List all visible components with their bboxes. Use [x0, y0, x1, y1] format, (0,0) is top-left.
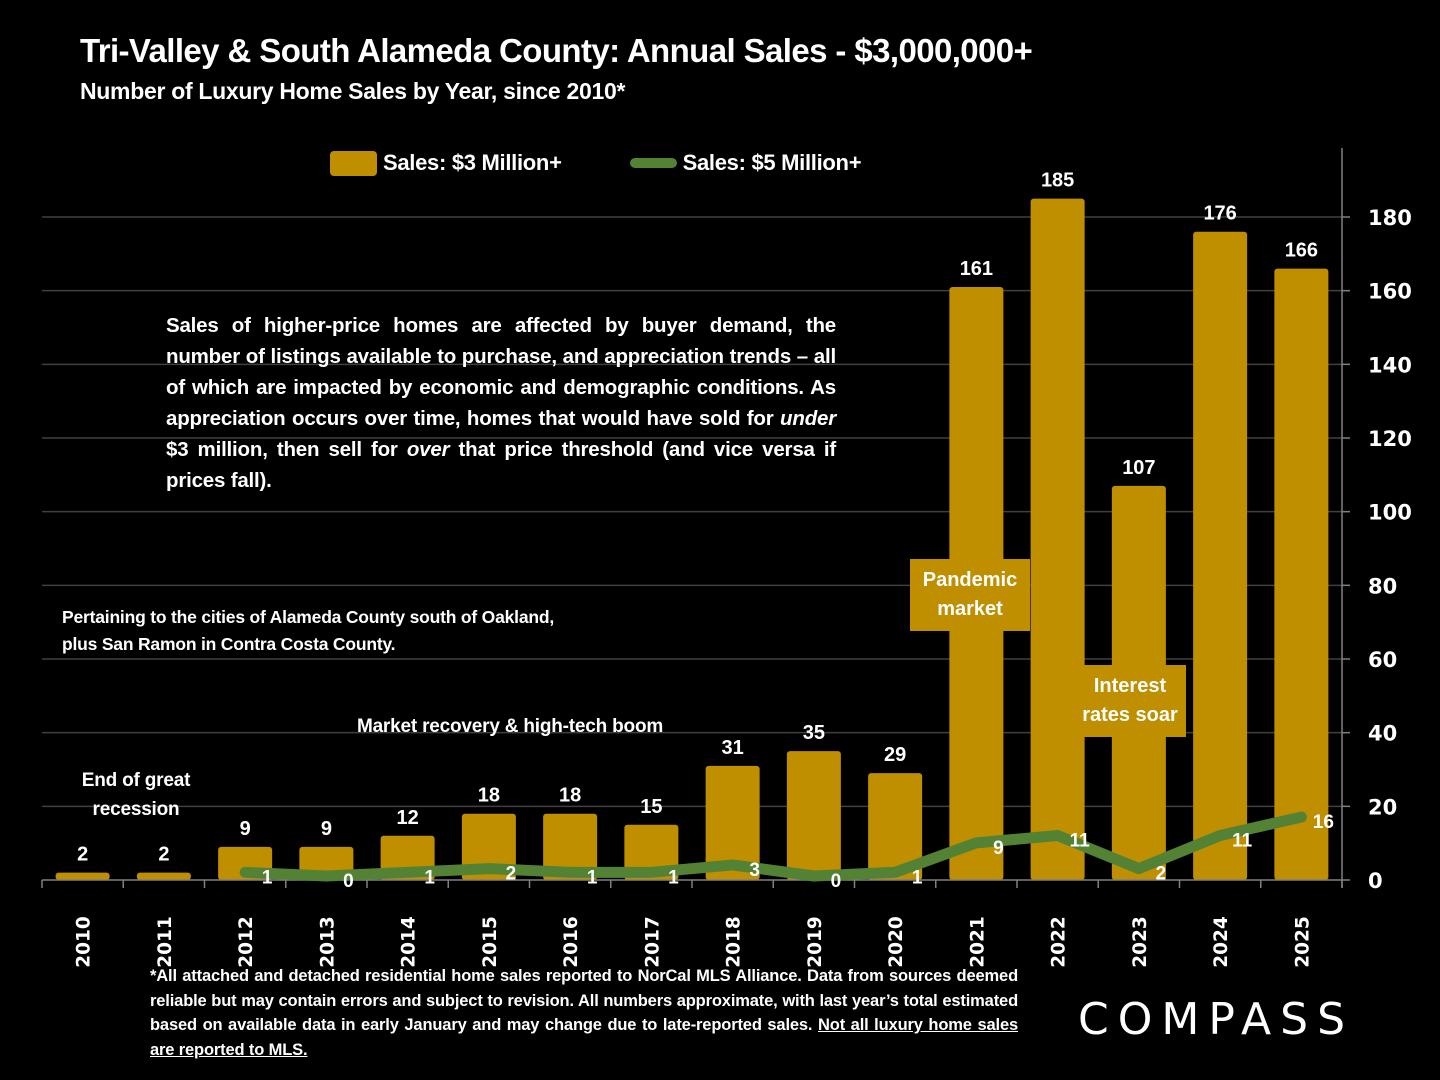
x-tick-label: 2012	[236, 916, 257, 968]
y-tick-label: 80	[1368, 574, 1397, 598]
bar-value-label: 185	[1041, 170, 1074, 192]
y-tick-label: 120	[1368, 427, 1412, 451]
chart-title: Tri-Valley & South Alameda County: Annua…	[80, 32, 1033, 69]
line-value-label: 1	[912, 867, 923, 888]
bar-value-label: 15	[640, 796, 662, 818]
bar-value-label: 9	[240, 818, 251, 840]
x-tick-label: 2025	[1292, 916, 1313, 968]
x-tick-label: 2018	[724, 916, 745, 968]
x-tick-label: 2020	[886, 916, 907, 968]
bar-2022	[1030, 198, 1085, 881]
chart-legend: Sales: $3 Million+ Sales: $5 Million+	[330, 150, 929, 176]
bar-2019	[786, 751, 841, 880]
x-tick-label: 2023	[1130, 916, 1151, 968]
bar-2020	[868, 773, 923, 880]
y-tick-label: 160	[1368, 280, 1412, 304]
bar-2024	[1193, 231, 1248, 880]
bar-2015	[461, 813, 516, 880]
bar-value-label: 176	[1203, 203, 1236, 225]
bar-value-label: 2	[77, 844, 88, 866]
y-tick-label: 100	[1368, 501, 1412, 525]
y-tick-label: 140	[1368, 353, 1412, 377]
bar-value-label: 18	[478, 785, 500, 807]
legend-item-3m: Sales: $3 Million+	[330, 150, 562, 176]
footnote-text: *All attached and detached residential h…	[150, 967, 1018, 1034]
explanation-text-1: Sales of higher-price homes are affected…	[166, 314, 836, 430]
annotation-interest-rates: Interest rates soar	[1074, 665, 1186, 737]
bar-series	[55, 198, 1329, 881]
bar-value-label: 12	[397, 807, 419, 829]
annotation-end-recession: End of great recession	[81, 770, 191, 820]
explanation-text-2: $3 million, then sell for	[166, 438, 407, 461]
line-value-label: 1	[262, 867, 273, 888]
x-tick-label: 2019	[805, 916, 826, 968]
explanation-text-3: that price threshold (and vice versa if …	[166, 438, 836, 492]
legend-item-5m: Sales: $5 Million+	[629, 150, 862, 176]
x-tick-label: 2022	[1049, 916, 1070, 968]
x-tick-label: 2013	[317, 916, 338, 968]
line-5m	[239, 811, 1307, 882]
x-tick-label: 2011	[155, 916, 176, 968]
bar-2010	[55, 872, 110, 880]
annotation-pandemic: Pandemic market	[910, 559, 1030, 631]
chart-subtitle: Number of Luxury Home Sales by Year, sin…	[80, 78, 626, 104]
bar-value-label: 31	[722, 737, 744, 759]
bar-value-label: 35	[803, 722, 825, 744]
bar-2025	[1274, 268, 1329, 881]
y-tick-label: 40	[1368, 722, 1397, 746]
legend-label-5m: Sales: $5 Million+	[682, 150, 862, 175]
bar-2016	[543, 813, 598, 880]
y-tick-label: 60	[1368, 648, 1397, 672]
bar-2011	[136, 872, 191, 880]
bar-value-label: 29	[884, 744, 906, 766]
x-tick-label: 2017	[642, 916, 663, 968]
bar-2018	[705, 765, 760, 880]
y-tick-label: 180	[1368, 206, 1412, 230]
legend-label-3m: Sales: $3 Million+	[383, 150, 562, 175]
explanation-emphasis-under: under	[780, 407, 836, 430]
x-tick-label: 2021	[967, 916, 988, 968]
explanation-note: Sales of higher-price homes are affected…	[166, 310, 836, 496]
x-tick-label: 2010	[74, 916, 95, 968]
line-value-label: 11	[1232, 830, 1253, 851]
line-series	[239, 811, 1307, 882]
line-value-label: 1	[424, 867, 435, 888]
bar-value-label: 107	[1122, 457, 1155, 479]
line-value-label: 0	[343, 871, 354, 892]
line-value-label: 2	[1156, 864, 1167, 885]
annotation-market-recovery: Market recovery & high-tech boom	[356, 716, 664, 737]
x-tick-label: 2014	[399, 916, 420, 968]
line-value-label: 16	[1313, 812, 1334, 833]
line-value-label: 1	[587, 867, 598, 888]
line-value-label: 2	[506, 864, 517, 885]
bar-value-label: 9	[321, 818, 332, 840]
line-value-label: 1	[668, 867, 679, 888]
bar-value-label: 161	[960, 258, 993, 280]
y-tick-label: 20	[1368, 795, 1397, 819]
compass-logo: COMPASS	[1078, 994, 1354, 1045]
line-value-label: 0	[831, 871, 842, 892]
legend-swatch-line	[629, 158, 677, 168]
y-tick-label: 0	[1368, 869, 1383, 893]
line-value-label: 11	[1070, 830, 1091, 851]
bar-value-label: 2	[158, 844, 169, 866]
region-note: Pertaining to the cities of Alameda Coun…	[62, 607, 554, 654]
bar-value-label: 18	[559, 785, 581, 807]
x-tick-label: 2024	[1211, 916, 1232, 968]
explanation-emphasis-over: over	[406, 438, 450, 461]
line-value-label: 3	[749, 860, 760, 881]
footnote-underlined: Not all luxury home sales are reported t…	[150, 1016, 1019, 1059]
bar-value-label: 166	[1285, 240, 1318, 262]
x-tick-label: 2015	[480, 916, 501, 968]
footnote: *All attached and detached residential h…	[150, 964, 1018, 1062]
x-tick-label: 2016	[561, 916, 582, 968]
line-value-label: 9	[993, 838, 1004, 859]
legend-swatch-bar	[330, 150, 377, 176]
